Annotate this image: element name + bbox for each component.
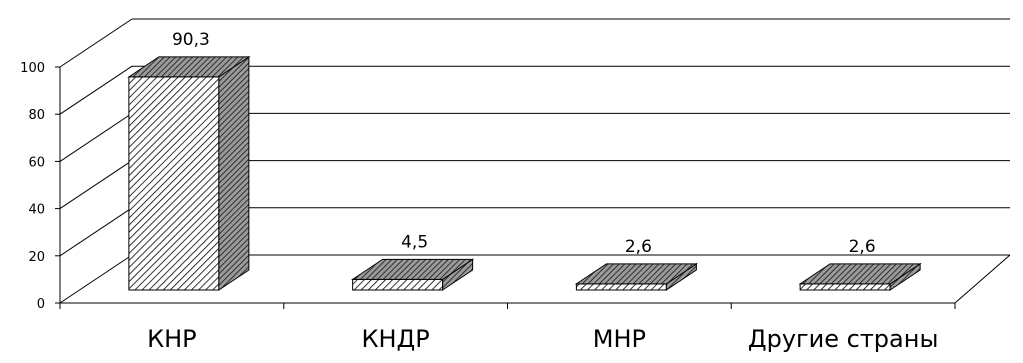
x-category-label: КНДР <box>361 325 429 353</box>
y-tick-label: 20 <box>28 250 45 265</box>
gridline-side <box>59 207 133 257</box>
gridline-side <box>59 65 133 115</box>
bars-layer <box>127 55 922 291</box>
gridline-side <box>59 112 133 162</box>
bar-top-face <box>127 56 251 78</box>
grid-layer <box>59 18 1011 304</box>
y-tick-label: 100 <box>20 61 45 76</box>
bar-front-face <box>799 283 891 291</box>
bar <box>127 55 251 291</box>
data-label: 4,5 <box>401 232 428 252</box>
y-tick-label: 0 <box>37 297 45 312</box>
x-category-label: Другие страны <box>748 325 939 353</box>
bar-side-face <box>218 55 250 291</box>
bar-front-face <box>352 278 444 291</box>
y-tick-label: 60 <box>28 155 45 170</box>
bar-top-face <box>350 258 475 280</box>
bar-top-face <box>798 263 922 285</box>
bar-front-face <box>575 283 667 291</box>
bar <box>798 262 922 291</box>
data-label: 90,3 <box>172 30 210 50</box>
x-category-label: МНР <box>593 325 646 353</box>
floor-edge <box>954 254 1011 304</box>
bar-front-face <box>128 76 220 291</box>
y-tick-label: 80 <box>28 108 45 123</box>
gridline-side <box>59 160 133 210</box>
labels-layer: 90,3 КНР 4,5 КНДР 2,6 МНР 2,6 Другие страны <box>147 30 938 353</box>
gridline-side <box>59 254 133 304</box>
axis-layer: 0 20 40 60 80 100 <box>20 61 956 312</box>
gridline-side <box>59 18 133 68</box>
bar <box>574 262 699 291</box>
bar <box>350 258 475 291</box>
x-category-label: КНР <box>147 325 197 353</box>
data-label: 2,6 <box>625 237 652 257</box>
y-tick-label: 40 <box>28 203 45 218</box>
bar-top-face <box>574 263 699 285</box>
data-label: 2,6 <box>849 237 876 257</box>
